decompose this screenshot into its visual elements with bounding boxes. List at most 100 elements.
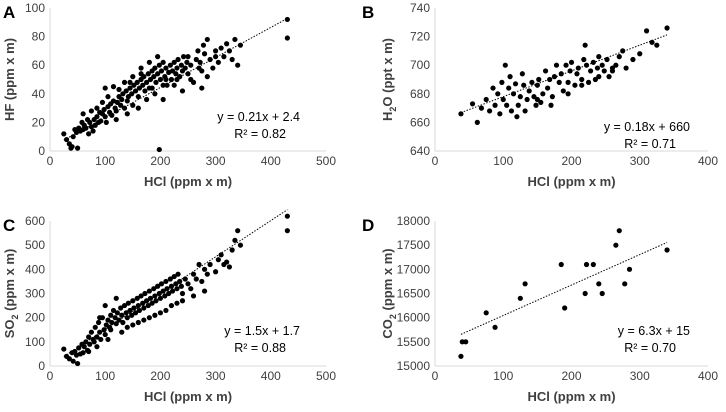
- data-point: [533, 102, 539, 108]
- data-point: [604, 56, 610, 63]
- data-point: [135, 94, 141, 100]
- data-point: [524, 96, 530, 103]
- data-point: [474, 119, 480, 125]
- data-point: [124, 315, 130, 321]
- data-point: [168, 302, 175, 309]
- data-point: [152, 293, 158, 299]
- data-point: [585, 79, 592, 85]
- data-point: [226, 264, 232, 270]
- data-point: [146, 288, 152, 294]
- data-point: [81, 344, 87, 350]
- data-point: [123, 88, 129, 94]
- data-point: [224, 41, 230, 47]
- x-tick-label: 200: [561, 154, 581, 168]
- data-point: [590, 261, 596, 268]
- data-point: [160, 82, 166, 88]
- data-point: [458, 353, 464, 359]
- data-point: [483, 96, 489, 103]
- data-point: [630, 56, 636, 63]
- x-tick-label: 500: [316, 369, 336, 383]
- data-point: [169, 288, 176, 294]
- data-point: [179, 298, 186, 304]
- panel-label: D: [362, 216, 374, 235]
- data-point: [127, 307, 133, 314]
- data-point: [204, 271, 210, 277]
- data-point: [196, 261, 202, 268]
- x-tick-label: 300: [206, 154, 226, 168]
- data-point: [160, 96, 166, 103]
- data-point: [157, 76, 163, 83]
- data-point: [522, 281, 528, 287]
- data-point: [284, 16, 290, 23]
- data-point: [185, 281, 191, 287]
- data-point: [136, 307, 143, 314]
- data-point: [560, 88, 566, 94]
- data-point: [149, 300, 155, 306]
- data-point: [94, 344, 100, 350]
- y-axis-label-part: HF (ppm x m): [2, 38, 17, 121]
- data-point: [164, 82, 170, 88]
- data-point: [130, 74, 136, 80]
- data-point: [112, 315, 118, 321]
- data-point: [80, 350, 86, 356]
- data-point: [235, 62, 241, 68]
- data-point: [626, 266, 633, 272]
- data-point: [127, 79, 133, 85]
- data-point: [173, 71, 179, 77]
- r-squared: R² = 0.82: [234, 127, 286, 141]
- data-point: [123, 310, 129, 316]
- data-point: [521, 82, 527, 88]
- data-point: [622, 281, 628, 287]
- data-point: [196, 65, 202, 71]
- y-tick-label: 40: [32, 87, 46, 101]
- data-point: [102, 331, 108, 338]
- data-point: [177, 278, 183, 285]
- data-point: [83, 125, 89, 131]
- x-axis-label: HCl (ppm x m): [527, 389, 615, 404]
- data-point: [492, 102, 498, 108]
- data-point: [101, 327, 107, 333]
- y-tick-label: 660: [410, 115, 430, 129]
- data-point: [623, 65, 629, 71]
- data-point: [113, 295, 119, 301]
- y-axis-label-part: 2: [388, 314, 398, 319]
- data-point: [105, 317, 111, 323]
- data-point: [469, 101, 476, 107]
- data-point: [499, 79, 505, 85]
- data-point: [155, 71, 161, 77]
- data-point: [204, 74, 210, 80]
- data-point: [568, 59, 575, 65]
- data-point: [237, 42, 244, 48]
- x-axis-label: HCl (ppm x m): [144, 174, 232, 189]
- data-point: [221, 54, 227, 60]
- data-point: [508, 108, 515, 114]
- data-point: [153, 298, 159, 304]
- data-point: [156, 290, 162, 297]
- data-point: [135, 302, 141, 309]
- data-point: [168, 283, 175, 289]
- data-point: [478, 105, 485, 111]
- data-point: [171, 59, 177, 65]
- data-point: [118, 102, 124, 108]
- data-point: [70, 134, 76, 140]
- data-point: [199, 278, 205, 285]
- data-point: [129, 312, 135, 318]
- data-point: [601, 68, 607, 74]
- data-point: [105, 94, 111, 100]
- data-point: [99, 99, 106, 105]
- data-point: [160, 59, 166, 65]
- x-tick-label: 0: [47, 154, 54, 168]
- panel-label: B: [362, 3, 374, 22]
- y-tick-label: 100: [25, 335, 45, 349]
- y-tick-label: 680: [410, 87, 430, 101]
- data-point: [522, 108, 528, 114]
- y-tick-label: 18000: [397, 214, 431, 228]
- data-point: [531, 94, 537, 100]
- data-point: [151, 286, 157, 292]
- y-axis-label-part: O (ppt x m): [380, 38, 395, 107]
- data-point: [284, 213, 290, 219]
- data-point: [526, 88, 532, 94]
- data-point: [141, 305, 147, 311]
- data-point: [490, 85, 496, 91]
- data-point: [284, 228, 290, 234]
